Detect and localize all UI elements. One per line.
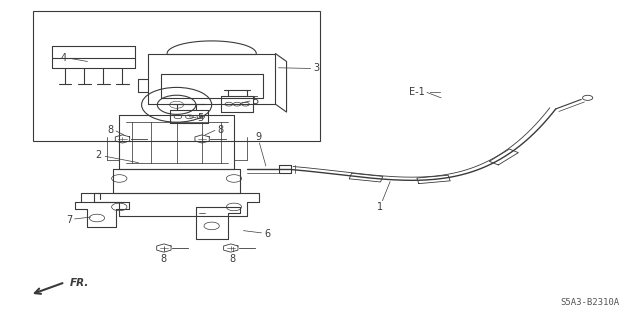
Text: 7: 7	[66, 215, 72, 225]
Text: FR.: FR.	[70, 278, 89, 288]
Text: 8: 8	[230, 254, 236, 264]
Text: 5: 5	[198, 113, 204, 123]
Text: 5: 5	[252, 96, 258, 106]
Text: 8: 8	[161, 254, 167, 264]
Bar	[33, 11, 320, 141]
Text: S5A3-B2310A: S5A3-B2310A	[561, 298, 620, 307]
Text: 3: 3	[314, 63, 320, 73]
Text: E-1: E-1	[409, 87, 424, 97]
Text: 2: 2	[95, 150, 101, 160]
Text: 1: 1	[377, 202, 383, 212]
Text: 4: 4	[61, 53, 67, 63]
Text: 6: 6	[264, 229, 270, 239]
Text: 9: 9	[255, 132, 261, 142]
Text: 8: 8	[218, 125, 223, 135]
Text: 8: 8	[108, 125, 113, 135]
